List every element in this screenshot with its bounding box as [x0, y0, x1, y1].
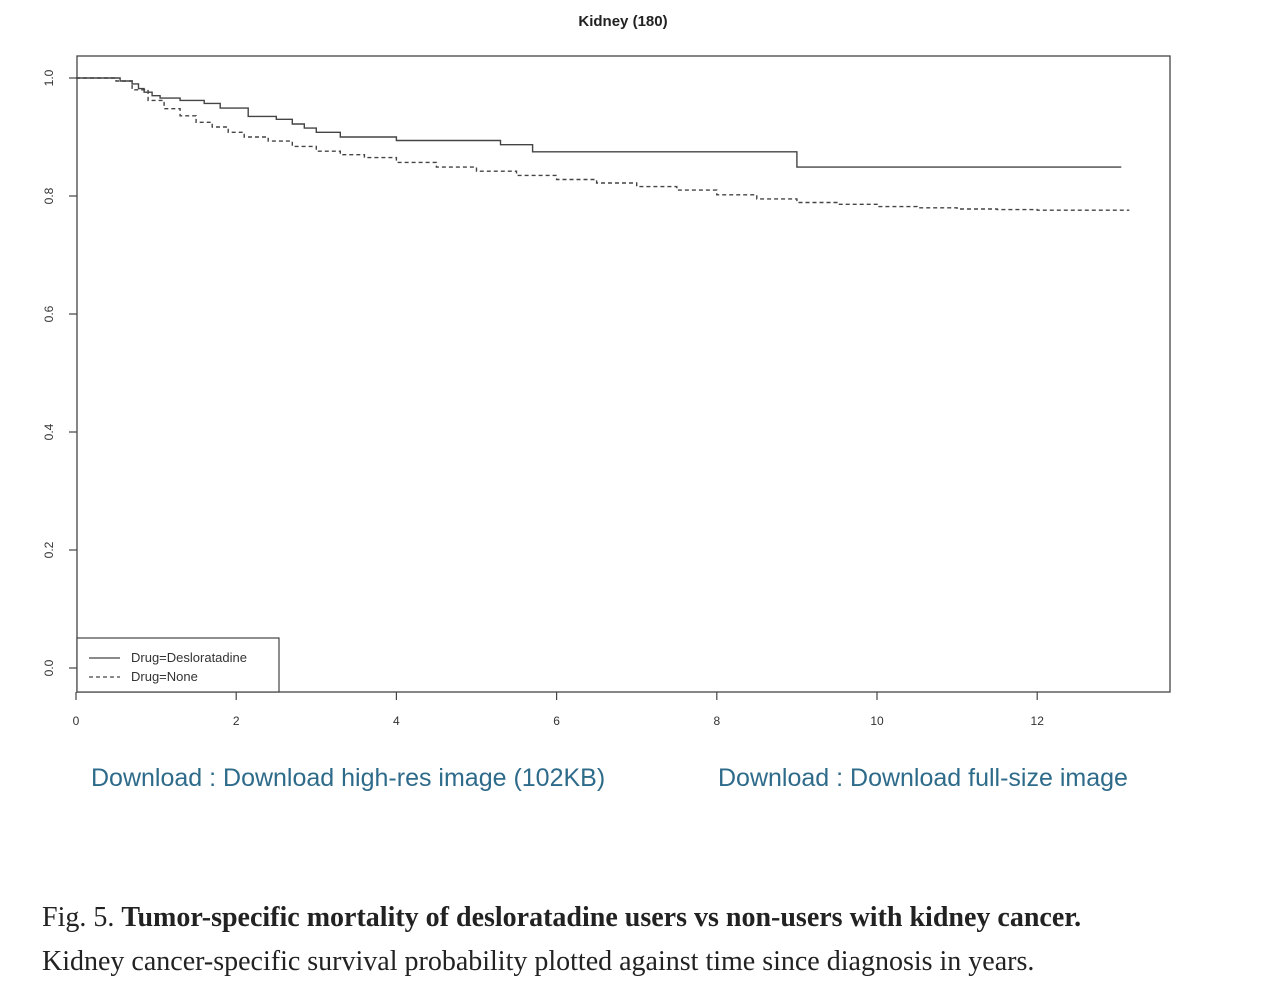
y-tick-label: 0.2	[42, 541, 56, 558]
y-tick-label: 0.8	[42, 187, 56, 204]
legend-label-desloratadine: Drug=Desloratadine	[131, 650, 247, 665]
x-axis: 0 2 4 6 8 10 12	[73, 692, 1045, 728]
download-high-res-link[interactable]: Download : Download high-res image (102K…	[91, 764, 606, 792]
download-full-size-link[interactable]: Download : Download full-size image	[718, 764, 1128, 792]
plot-frame	[76, 55, 1171, 693]
x-tick-label: 8	[713, 714, 720, 728]
survival-chart: Kidney (180) 0 2 4 6 8 10 12 0.0 0.2 0.4 0.6 0.8 1.…	[42, 13, 1171, 728]
legend-box	[76, 637, 280, 693]
x-tick-label: 4	[393, 714, 400, 728]
series-line-none	[76, 77, 1130, 211]
chart-title: Kidney (180)	[578, 13, 667, 30]
legend-label-none: Drug=None	[131, 669, 198, 684]
x-tick-label: 10	[870, 714, 884, 728]
x-tick-label: 2	[233, 714, 240, 728]
figure-caption: Fig. 5. Tumor-specific mortality of desl…	[42, 896, 1267, 984]
series-layer	[76, 77, 1130, 211]
chart-legend: Drug=Desloratadine Drug=None	[76, 637, 280, 693]
download-links: Download : Download high-res image (102K…	[0, 764, 1274, 804]
x-tick-label: 12	[1031, 714, 1045, 728]
caption-title: Tumor-specific mortality of desloratadin…	[121, 902, 1082, 933]
y-tick-label: 0.4	[42, 423, 56, 440]
caption-label: Fig. 5.	[42, 902, 115, 933]
caption-body: Kidney cancer-specific survival probabil…	[42, 946, 1035, 977]
x-tick-label: 0	[73, 714, 80, 728]
x-tick-label: 6	[553, 714, 560, 728]
series-line-desloratadine	[76, 77, 1122, 168]
y-tick-label: 0.6	[42, 305, 56, 322]
y-tick-label: 0.0	[42, 659, 56, 676]
y-tick-label: 1.0	[42, 69, 56, 86]
y-axis: 0.0 0.2 0.4 0.6 0.8 1.0	[42, 69, 77, 676]
